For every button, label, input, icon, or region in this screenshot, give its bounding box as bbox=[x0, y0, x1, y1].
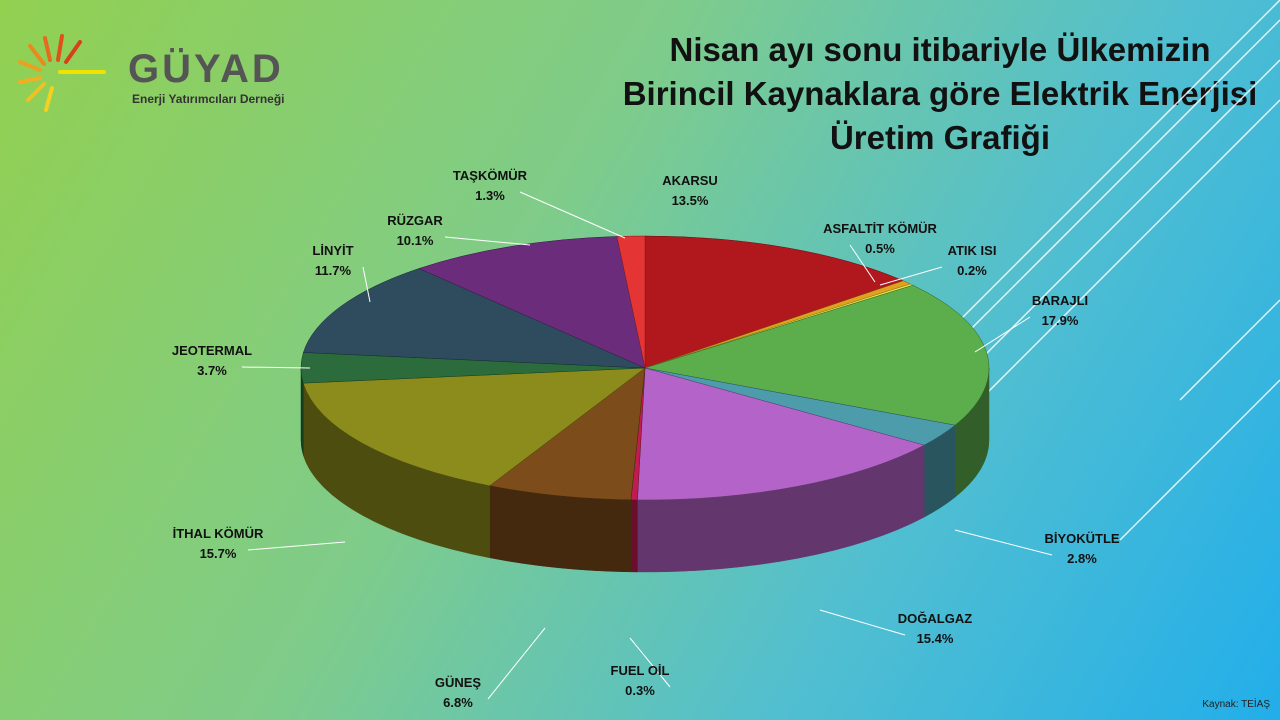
slice bbox=[418, 236, 646, 369]
leader-line bbox=[444, 236, 531, 246]
leader-line bbox=[879, 266, 943, 286]
chart-title: Nisan ayı sonu itibariyle Ülkemizin Biri… bbox=[622, 31, 1258, 156]
slice bbox=[637, 367, 925, 501]
value-label: 0.2% bbox=[957, 263, 987, 278]
slice-label: RÜZGAR bbox=[387, 213, 443, 228]
value-label: 0.5% bbox=[865, 241, 895, 256]
value-label: 10.1% bbox=[397, 233, 434, 248]
slice bbox=[303, 268, 646, 369]
slice-label: LİNYİT bbox=[312, 243, 353, 258]
leader-line bbox=[362, 266, 371, 303]
slice-label: DOĞALGAZ bbox=[898, 611, 972, 626]
slice bbox=[644, 235, 904, 369]
value-label: 17.9% bbox=[1042, 313, 1079, 328]
value-label: 15.4% bbox=[917, 631, 954, 646]
pie-sides bbox=[300, 367, 990, 573]
decor-lines bbox=[949, 0, 1280, 541]
slice-label: BİYOKÜTLE bbox=[1044, 531, 1119, 546]
value-label: 15.7% bbox=[200, 546, 237, 561]
slice bbox=[489, 367, 646, 501]
leader-line bbox=[819, 609, 906, 636]
slice-label: AKARSU bbox=[662, 173, 718, 188]
leader-line bbox=[849, 244, 876, 283]
leader-line bbox=[241, 366, 311, 369]
leader-line bbox=[247, 541, 346, 551]
source: Kaynak: TEİAŞ bbox=[1202, 697, 1270, 710]
value-label: 0.3% bbox=[625, 683, 655, 698]
slice-label: GÜNEŞ bbox=[435, 675, 482, 690]
slice-label: ATIK ISI bbox=[948, 243, 997, 258]
value-label: 13.5% bbox=[672, 193, 709, 208]
slice-side bbox=[630, 499, 638, 573]
leader-line bbox=[487, 627, 546, 700]
slice-label: FUEL OİL bbox=[611, 663, 670, 678]
slice-label: TAŞKÖMÜR bbox=[453, 168, 528, 183]
value-label: 11.7% bbox=[315, 263, 352, 278]
logo-subtitle: Enerji Yatırımcıları Derneği bbox=[132, 92, 285, 106]
slice bbox=[616, 235, 646, 369]
value-label: 1.3% bbox=[475, 188, 505, 203]
slice-label: ASFALTİT KÖMÜR bbox=[823, 221, 937, 236]
logo-name: GÜYAD bbox=[128, 46, 284, 91]
leader-line bbox=[954, 529, 1053, 556]
pie-labels: AKARSU 13.5% ASFALTİT KÖMÜR 0.5% ATIK ISI 0.2… bbox=[172, 168, 1120, 710]
leader-line bbox=[519, 191, 626, 239]
logo-sun bbox=[18, 34, 106, 112]
value-label: 6.8% bbox=[443, 695, 473, 710]
pie-tops bbox=[300, 235, 990, 501]
value-label: 3.7% bbox=[197, 363, 227, 378]
value-label: 2.8% bbox=[1067, 551, 1097, 566]
slice bbox=[644, 284, 990, 426]
slice bbox=[302, 367, 646, 487]
leader-line bbox=[974, 316, 1031, 353]
slice-label: BARAJLI bbox=[1032, 293, 1088, 308]
leader-line bbox=[629, 637, 671, 688]
slice-label: JEOTERMAL bbox=[172, 343, 252, 358]
slice-label: İTHAL KÖMÜR bbox=[173, 526, 264, 541]
